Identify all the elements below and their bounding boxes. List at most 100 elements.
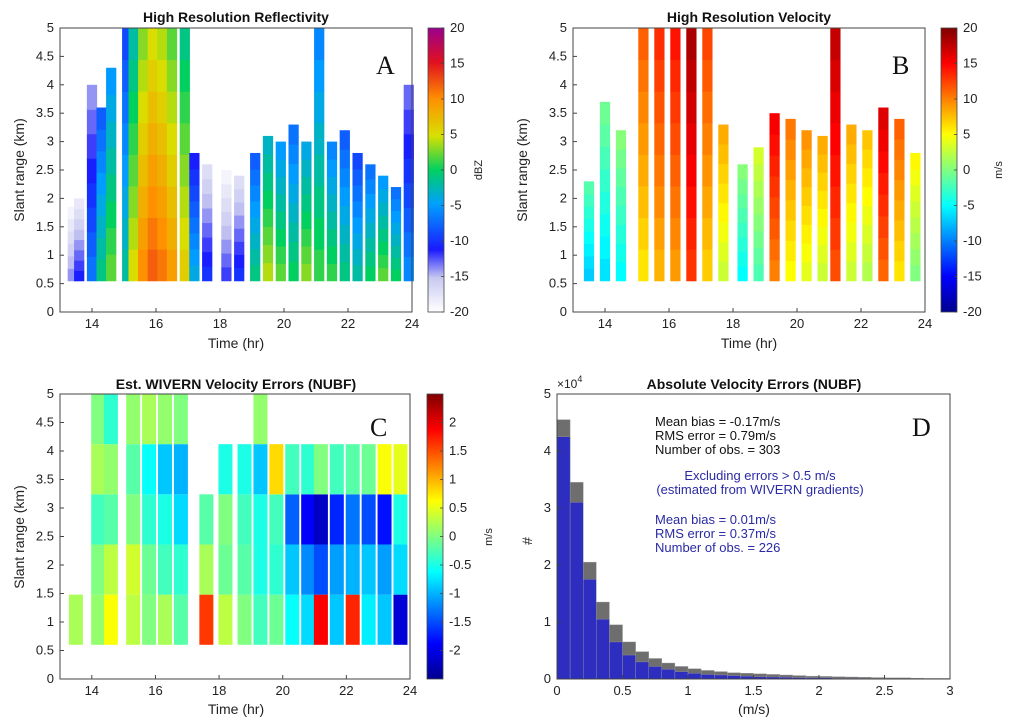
heatmap-cell	[179, 59, 190, 92]
colorbar-tick-label: 2	[449, 415, 456, 430]
heatmap-cell	[122, 91, 133, 124]
heatmap-cell	[654, 122, 665, 155]
heatmap-cell	[189, 264, 200, 282]
heatmap-cell	[314, 59, 325, 92]
heatmap-cell	[785, 220, 796, 241]
heatmap-cell	[106, 227, 117, 255]
heatmap-cell	[830, 91, 841, 124]
error-cell	[218, 594, 233, 645]
heatmap-cell	[301, 211, 312, 230]
heatmap-cell	[599, 146, 611, 170]
heatmap-cell	[390, 269, 402, 282]
heatmap-cell	[686, 59, 697, 92]
heatmap-cell	[179, 91, 190, 124]
error-cell	[126, 494, 141, 545]
heatmap-cell	[894, 159, 905, 181]
heatmap-cell	[288, 144, 299, 165]
heatmap-cell	[817, 226, 828, 246]
error-cell	[126, 594, 141, 645]
heatmap-cell	[599, 191, 611, 215]
error-cell	[142, 444, 157, 495]
heatmap-cell	[250, 152, 261, 170]
heatmap-cell	[638, 154, 649, 187]
y-tick-label: 0	[544, 671, 551, 686]
heatmap-cell	[599, 236, 611, 259]
heatmap-cell	[785, 260, 796, 282]
heatmap-cell	[234, 254, 245, 269]
heatmap-cell	[615, 186, 627, 206]
colorbar-tick-label: -5	[450, 198, 462, 213]
y-tick-label: 5	[47, 386, 54, 401]
heatmap-cell	[894, 240, 905, 262]
heatmap-cell	[862, 243, 873, 263]
heatmap-cell	[189, 216, 200, 234]
heatmap-cell	[234, 201, 245, 216]
heatmap-cell	[654, 154, 665, 187]
heatmap-cell	[288, 183, 299, 204]
heatmap-cell	[234, 175, 245, 190]
x-tick-label: 22	[339, 683, 353, 698]
error-cell	[345, 544, 360, 595]
error-cell	[218, 444, 233, 495]
stat-excl-line: Mean bias = 0.01m/s	[655, 512, 777, 527]
heatmap-cell	[638, 122, 649, 155]
heatmap-cell	[615, 205, 627, 225]
heatmap-cell	[378, 188, 389, 203]
heatmap-cell	[846, 183, 857, 204]
panel-d-bars	[556, 419, 951, 680]
heatmap-cell	[314, 91, 325, 124]
heatmap-cell	[769, 134, 780, 156]
heatmap-cell	[221, 170, 232, 185]
stat-excl-line: Number of obs. = 226	[655, 540, 780, 555]
heatmap-cell	[86, 256, 98, 282]
error-cell	[285, 494, 300, 545]
heatmap-cell	[96, 259, 107, 282]
heatmap-cell	[128, 185, 139, 219]
error-cell	[237, 594, 252, 645]
heatmap-cell	[686, 122, 697, 155]
heatmap-cell	[737, 222, 748, 238]
heatmap-cell	[583, 255, 595, 269]
panel-b-title: High Resolution Velocity	[667, 9, 831, 25]
heatmap-cell	[769, 217, 780, 240]
heatmap-cell	[202, 193, 213, 209]
error-cell	[393, 544, 408, 595]
heatmap-cell	[189, 200, 200, 218]
panel-a-colorbar-ticks: -20 -15 -10 -5 0 5 10 15 20	[441, 20, 469, 319]
heatmap-cell	[670, 217, 681, 250]
heatmap-cell	[122, 154, 133, 187]
panel-a-title: High Resolution Reflectivity	[143, 9, 329, 25]
heatmap-cell	[702, 28, 713, 61]
heatmap-cell	[352, 232, 363, 250]
y-tick-label: 3.5	[36, 472, 54, 487]
histogram-bar	[648, 666, 663, 680]
y-tick-label: 2.5	[36, 162, 54, 177]
heatmap-cell	[670, 249, 681, 282]
heatmap-cell	[339, 261, 350, 282]
heatmap-cell	[785, 240, 796, 262]
error-cell	[199, 494, 214, 545]
heatmap-cell	[96, 172, 107, 195]
heatmap-cell	[862, 167, 873, 188]
heatmap-cell	[166, 217, 178, 250]
heatmap-cell	[378, 215, 389, 229]
y-tick-label: 4	[544, 443, 551, 458]
panel-b-plot	[583, 28, 921, 282]
heatmap-cell	[753, 214, 764, 232]
error-cell	[329, 494, 344, 545]
error-cell	[126, 544, 141, 595]
heatmap-cell	[326, 228, 338, 247]
error-cell	[301, 594, 316, 645]
heatmap-cell	[96, 194, 107, 217]
panel-a-letter: A	[376, 51, 395, 80]
y-tick-label: 5	[544, 386, 551, 401]
heatmap-cell	[288, 163, 299, 184]
heatmap-cell	[670, 122, 681, 155]
heatmap-cell	[718, 202, 729, 223]
histogram-bar	[583, 579, 597, 680]
heatmap-cell	[352, 152, 363, 170]
histogram-bar	[661, 669, 676, 680]
y-tick-label: 2	[560, 190, 567, 205]
colorbar-tick-label: 10	[963, 91, 977, 106]
